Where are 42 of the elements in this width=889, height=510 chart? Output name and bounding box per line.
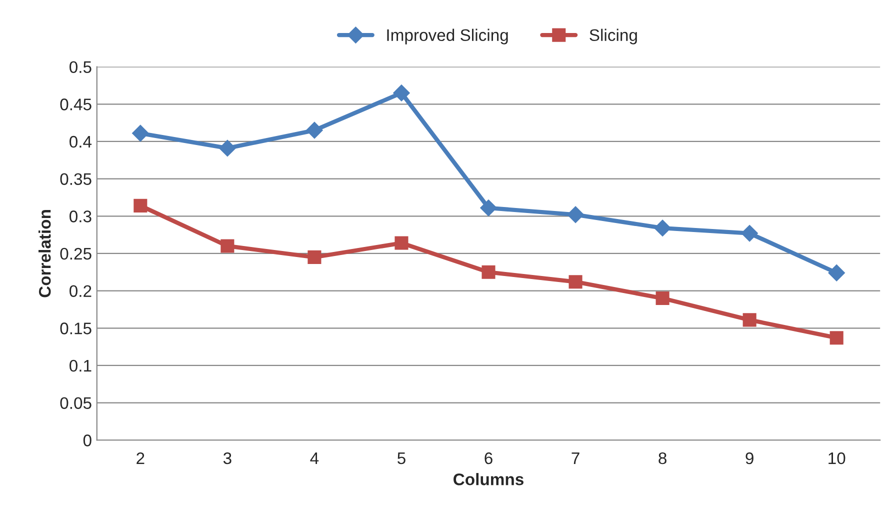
y-tick-label: 0.05	[60, 397, 92, 409]
point	[482, 265, 496, 279]
y-tick-label: 0.15	[60, 322, 92, 334]
x-tick-label: 5	[398, 452, 406, 464]
point	[741, 224, 758, 242]
point	[828, 264, 845, 282]
point	[742, 313, 756, 327]
y-tick-label: 0.3	[70, 210, 92, 222]
y-tick-label: 0.25	[60, 248, 92, 260]
point	[220, 239, 234, 253]
x-tick-label: 4	[310, 452, 319, 464]
point	[219, 140, 236, 157]
y-axis-title: Correlation	[38, 210, 51, 298]
y-tick-label: 0.5	[70, 61, 92, 74]
x-tick-label: 7	[572, 452, 580, 464]
y-tick-label: 0.4	[70, 136, 92, 148]
legend-label: Slicing	[590, 28, 637, 44]
x-tick-label: 6	[484, 452, 492, 464]
y-tick-label: 0.45	[60, 98, 92, 110]
point	[568, 275, 582, 289]
x-tick-label: 8	[658, 452, 666, 464]
point	[393, 84, 410, 102]
x-tick-label: 2	[136, 452, 144, 464]
point	[654, 220, 671, 236]
point	[394, 236, 408, 250]
y-tick-label: 0.2	[70, 285, 92, 298]
x-axis-title: Columns	[454, 473, 524, 486]
point	[830, 331, 844, 345]
point	[656, 292, 670, 306]
y-tick-label: 0.1	[70, 360, 92, 372]
point	[480, 200, 497, 216]
x-tick-label: 3	[223, 452, 232, 464]
y-tick-label: 0	[83, 434, 92, 446]
point	[308, 250, 322, 264]
x-tick-label: 9	[746, 452, 754, 464]
x-tick-label: 10	[828, 452, 846, 464]
point	[306, 122, 323, 139]
point	[134, 198, 148, 212]
point	[132, 124, 149, 142]
y-tick-label: 0.35	[60, 173, 92, 186]
point	[567, 206, 584, 224]
legend-label: Improved Slicing	[387, 28, 508, 44]
